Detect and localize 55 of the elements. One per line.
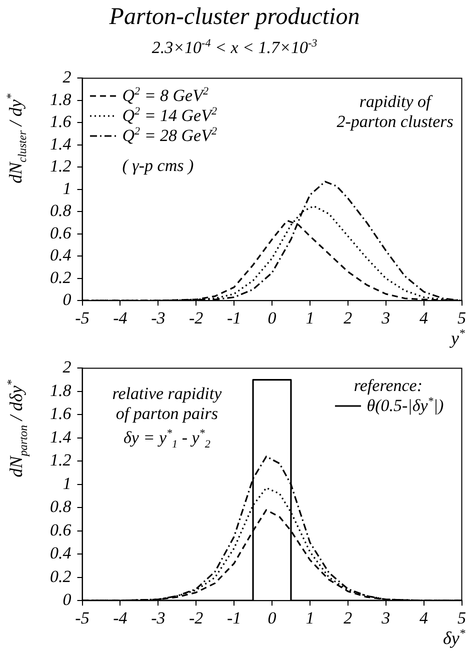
x-tick-label: -5 [75,608,90,628]
x-tick-label: 1 [306,608,314,628]
chart-subtitle: 2.3×10$^{-4}$ < x < 1.7×10$^{-3}$ [150,37,318,58]
x-tick-label: 2 [344,308,353,328]
y-tick-label: 0.6 [50,223,72,242]
x-tick-label: -2 [189,308,204,328]
x-axis-title: y$^{*}$ [451,327,465,349]
x-tick-label: -1 [226,608,242,628]
y-tick-label: 1.6 [50,404,72,424]
x-tick-label: -1 [226,308,242,328]
y-tick-label: 0.8 [50,497,72,516]
y-tick-label: 1.4 [50,427,72,446]
x-tick-label: 4 [420,608,429,628]
y-tick-label: 2 [62,358,72,377]
x-tick-label: 0 [268,308,277,328]
x-tick-label: 0 [268,608,277,628]
y-tick-label: 1.4 [50,134,72,154]
x-tick-label: 1 [306,308,314,328]
legend-label: Q$^{2}$ = 28 GeV$^{2}$ [122,126,218,146]
y-tick-label: 1 [62,474,72,493]
y-tick-label: 0.2 [50,268,72,287]
x-tick-label: -5 [75,308,90,328]
y-tick-label: 0.2 [50,566,72,586]
y-tick-label: 2 [62,68,72,87]
legend-label: Q$^{2}$ = 14 GeV$^{2}$ [122,106,218,126]
x-tick-label: 5 [458,608,466,628]
y-tick-label: 1.2 [50,450,72,470]
y-tick-label: 0.6 [50,520,72,540]
y-tick-label: 0.4 [50,544,72,563]
y-tick-label: 0 [62,590,72,610]
x-axis-title: δy$^{*}$ [443,627,466,649]
y-tick-label: 1.6 [50,112,72,132]
x-tick-label: -3 [151,608,166,628]
chart-title: Parton-cluster production [108,4,361,31]
x-tick-label: 2 [344,608,353,628]
annotation: rapidity of 2-parton clusters [336,92,454,132]
x-tick-label: -4 [113,308,128,328]
legend-title: reference: [352,376,424,396]
y-tick-label: 1.8 [50,90,72,109]
y-tick-label: 1.2 [50,156,72,176]
x-tick-label: -2 [189,608,204,628]
y-tick-label: 0.4 [50,246,72,265]
y-tick-label: 1.8 [50,380,72,400]
x-tick-label: 5 [458,308,466,328]
legend-label: θ(0.5-|δy$^{*}$|) [366,396,444,416]
x-tick-label: 3 [380,608,390,628]
x-tick-label: 3 [380,308,390,328]
x-tick-label: -3 [151,308,166,328]
y-tick-label: 0 [62,290,72,310]
x-tick-label: -4 [113,608,128,628]
y-tick-label: 0.8 [50,201,72,220]
x-tick-label: 4 [420,308,429,328]
legend-label: Q$^{2}$ = 8 GeV$^{2}$ [122,86,209,106]
annotation: ( γ-p cms ) [122,156,194,176]
y-tick-label: 1 [62,178,72,198]
